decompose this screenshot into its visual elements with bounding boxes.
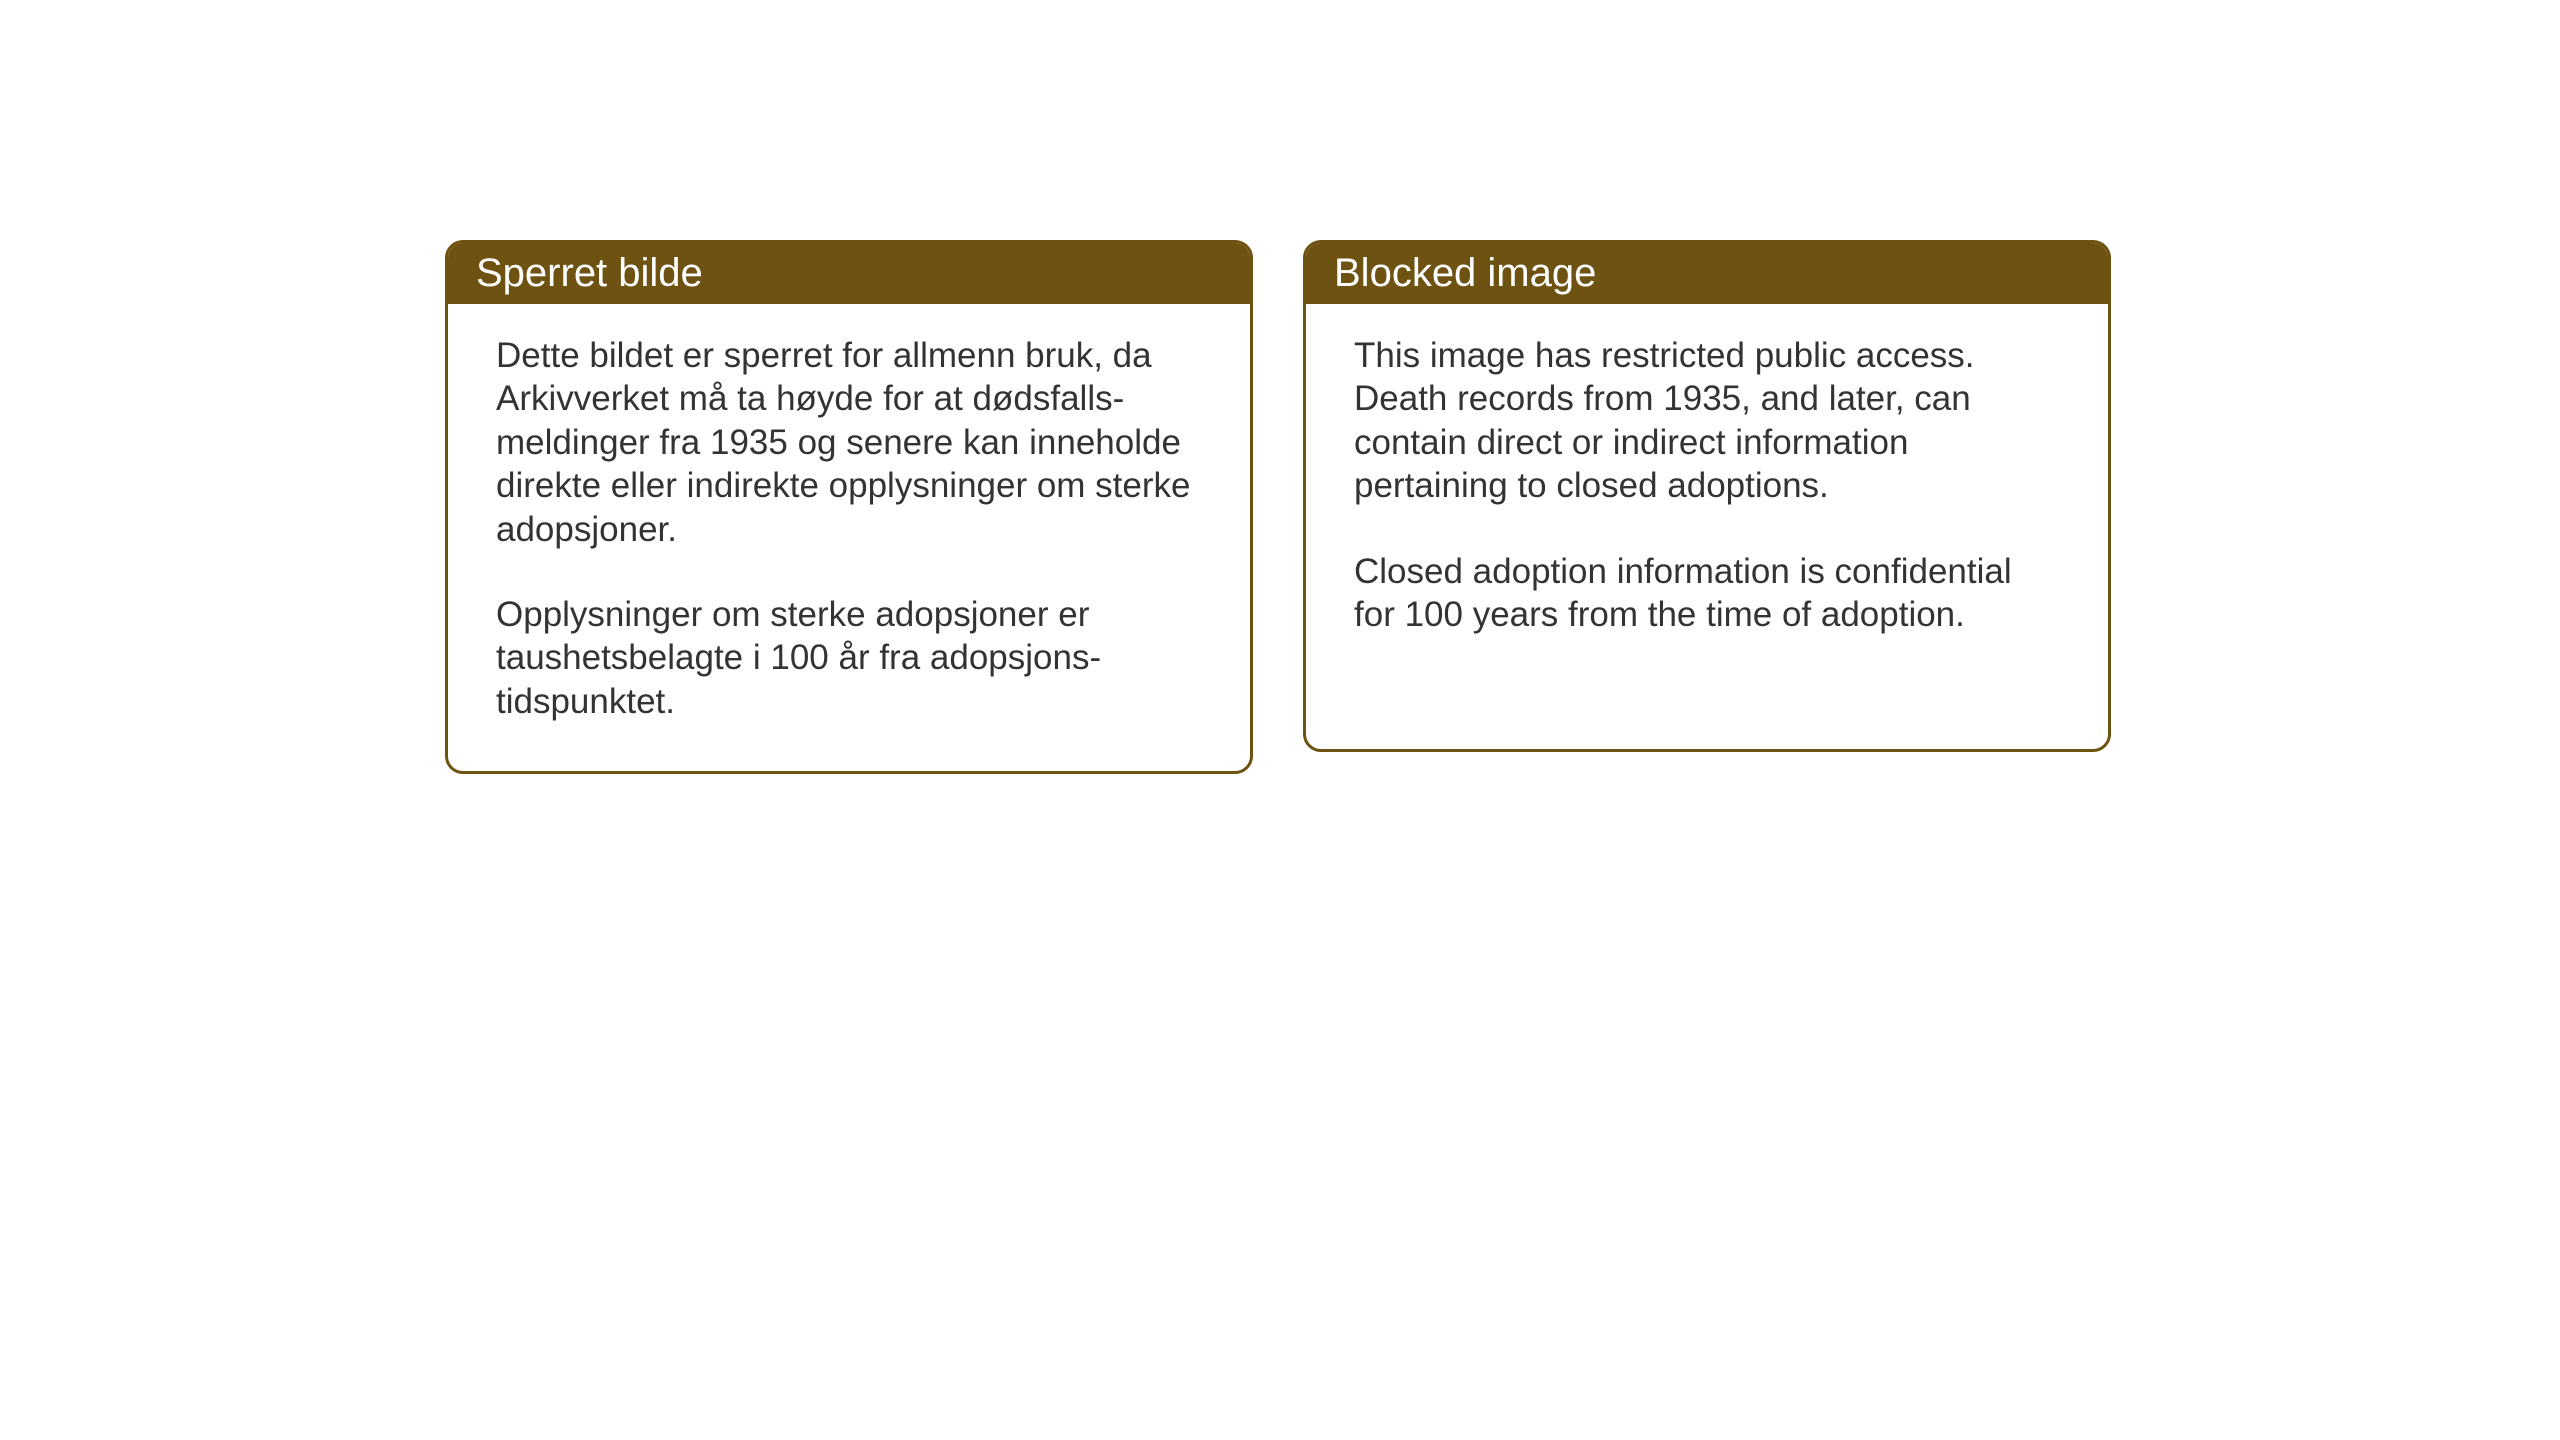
norwegian-notice-body: Dette bildet er sperret for allmenn bruk…	[448, 304, 1250, 771]
english-notice-body: This image has restricted public access.…	[1306, 304, 2108, 684]
norwegian-paragraph-1: Dette bildet er sperret for allmenn bruk…	[496, 334, 1202, 551]
notice-container: Sperret bilde Dette bildet er sperret fo…	[445, 240, 2111, 774]
english-paragraph-2: Closed adoption information is confident…	[1354, 550, 2060, 637]
norwegian-notice-box: Sperret bilde Dette bildet er sperret fo…	[445, 240, 1253, 774]
norwegian-paragraph-2: Opplysninger om sterke adopsjoner er tau…	[496, 593, 1202, 723]
english-notice-box: Blocked image This image has restricted …	[1303, 240, 2111, 752]
norwegian-notice-title: Sperret bilde	[448, 243, 1250, 304]
english-notice-title: Blocked image	[1306, 243, 2108, 304]
english-paragraph-1: This image has restricted public access.…	[1354, 334, 2060, 508]
